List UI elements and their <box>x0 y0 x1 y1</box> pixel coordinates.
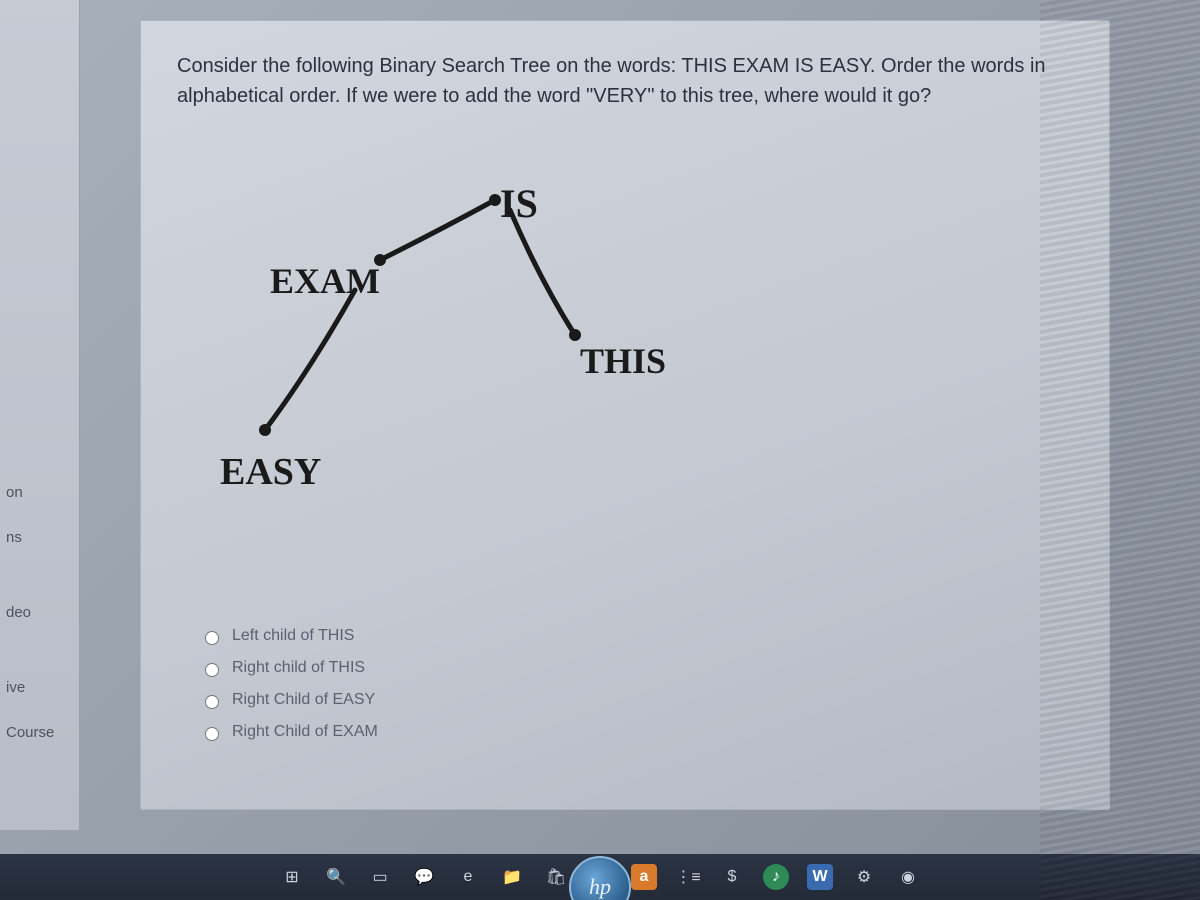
tree-edge <box>265 290 355 430</box>
vscode-icon[interactable]: ⋮≡ <box>675 864 701 890</box>
answer-radio-0[interactable] <box>205 631 219 645</box>
tree-node-this: THIS <box>580 340 666 382</box>
sidebar-item-3[interactable]: ive <box>0 665 79 710</box>
answer-label: Right child of THIS <box>232 659 365 677</box>
start-icon[interactable]: ⊞ <box>279 864 305 890</box>
edge-icon[interactable]: e <box>455 864 481 890</box>
sidebar-item-0[interactable]: on <box>0 470 79 515</box>
answer-options: Left child of THIS Right child of THIS R… <box>200 620 700 748</box>
bst-diagram: IS EXAM THIS EASY <box>180 140 800 540</box>
taskview-icon[interactable]: ▭ <box>367 864 393 890</box>
tree-node-easy: EASY <box>220 450 321 494</box>
tree-node-is: IS <box>500 180 538 227</box>
store-icon[interactable]: 🛍 <box>543 864 569 890</box>
chrome-icon[interactable]: ◉ <box>895 864 921 890</box>
answer-option-0[interactable]: Left child of THIS <box>200 620 700 652</box>
answer-option-2[interactable]: Right Child of EASY <box>200 684 700 716</box>
question-text: Consider the following Binary Search Tre… <box>177 51 1073 111</box>
answer-radio-3[interactable] <box>205 727 219 741</box>
explorer-icon[interactable]: 📁 <box>499 864 525 890</box>
spotify-icon[interactable]: ♪ <box>763 864 789 890</box>
tree-edge <box>510 210 575 335</box>
dollar-icon[interactable]: $ <box>719 864 745 890</box>
answer-option-3[interactable]: Right Child of EXAM <box>200 716 700 748</box>
tree-edge <box>380 200 495 260</box>
sidebar-item-1[interactable]: ns <box>0 515 79 560</box>
answer-option-1[interactable]: Right child of THIS <box>200 652 700 684</box>
screen: on ns deo ive Course Consider the follow… <box>0 0 1200 900</box>
sidebar-item-2[interactable]: deo <box>0 590 79 635</box>
tree-edge-endpoint <box>259 424 271 436</box>
answer-label: Left child of THIS <box>232 627 354 645</box>
sidebar: on ns deo ive Course <box>0 0 80 830</box>
search-icon[interactable]: 🔍 <box>323 864 349 890</box>
answer-label: Right Child of EASY <box>232 691 375 709</box>
answer-label: Right Child of EXAM <box>232 723 378 741</box>
word-icon[interactable]: W <box>807 864 833 890</box>
answer-radio-1[interactable] <box>205 663 219 677</box>
sidebar-item-4[interactable]: Course <box>0 710 79 755</box>
answer-radio-2[interactable] <box>205 695 219 709</box>
amazon-icon[interactable]: a <box>631 864 657 890</box>
settings-icon[interactable]: ⚙ <box>851 864 877 890</box>
tree-node-exam: EXAM <box>270 260 380 302</box>
chat-icon[interactable]: 💬 <box>411 864 437 890</box>
